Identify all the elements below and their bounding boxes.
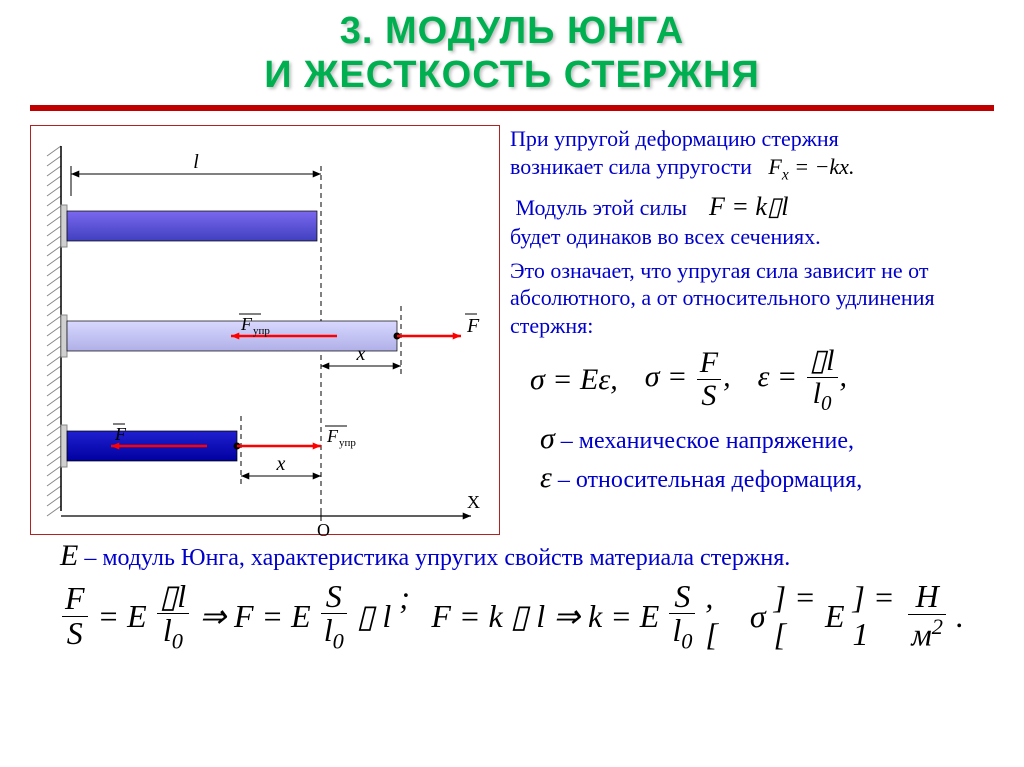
eq-eps-dl: ε = ▯ll0, [758,345,847,414]
svg-text:F: F [114,424,127,444]
eq-sigma-FS: σ = FS, [645,347,731,411]
svg-text:упр: упр [253,325,270,337]
diagram-wrap: lFFупрFупрFxxOX [30,125,500,535]
svg-text:l: l [193,151,199,173]
para-3: Это означает, что упругая сила зависит н… [510,257,994,340]
eq-hooke: Fx = −kx. [768,154,854,179]
p2a: Модуль этой силы [516,195,687,220]
svg-text:F: F [466,315,480,337]
bottom-equation: FS = E▯ll0 ⇒ F = ESl0▯l; F = k▯l ⇒ k = E… [60,579,964,653]
eq-sigma-Ee: σ = Eε, [530,361,618,399]
svg-text:x: x [276,453,286,475]
arrow-icon: ⇒ [553,597,580,635]
svg-text:F: F [326,426,339,446]
text-column: При упругой деформацию стержня возникает… [510,125,994,535]
divider [30,101,994,115]
slide-title: 3. МОДУЛЬ ЮНГА И ЖЕСТКОСТЬ СТЕРЖНЯ [30,10,994,97]
content-row: lFFупрFупрFxxOX При упругой деформацию с… [30,125,994,535]
def-sigma-text: – механическое напряжение, [561,428,854,454]
def-E-row: E – модуль Юнга, характеристика упругих … [60,539,964,573]
svg-text:X: X [467,492,480,512]
para-1: При упругой деформацию стержня возникает… [510,125,994,184]
def-eps-text: – относительная деформация, [558,467,862,493]
eq-modulus: F = k▯l [709,192,789,221]
diagram-box: lFFупрFупрFxxOX [30,125,500,535]
svg-text:O: O [317,520,330,536]
diagram-svg: lFFупрFупрFxxOX [31,126,501,536]
p2b: будет одинаков во всех сечениях. [510,224,821,249]
p1b: возникает сила упругости [510,154,752,179]
title-line1: 3. МОДУЛЬ ЮНГА [340,10,684,52]
def-E-text: – модуль Юнга, характеристика упругих св… [84,545,790,571]
para-2: Модуль этой силы F = k▯l будет одинаков … [510,191,994,251]
equation-row: σ = Eε, σ = FS, ε = ▯ll0, [530,345,994,414]
svg-text:упр: упр [339,437,356,449]
def-sigma: σ – механическое напряжение, [540,420,994,458]
title-line2: И ЖЕСТКОСТЬ СТЕРЖНЯ [264,54,760,96]
def-eps: ε – относительная деформация, [540,459,994,497]
arrow-icon: ⇒ [199,597,226,635]
svg-text:x: x [356,343,366,365]
p1a: При упругой деформацию стержня [510,126,839,151]
svg-text:F: F [240,314,253,334]
slide: 3. МОДУЛЬ ЮНГА И ЖЕСТКОСТЬ СТЕРЖНЯ l F Fуп… [0,0,1024,767]
